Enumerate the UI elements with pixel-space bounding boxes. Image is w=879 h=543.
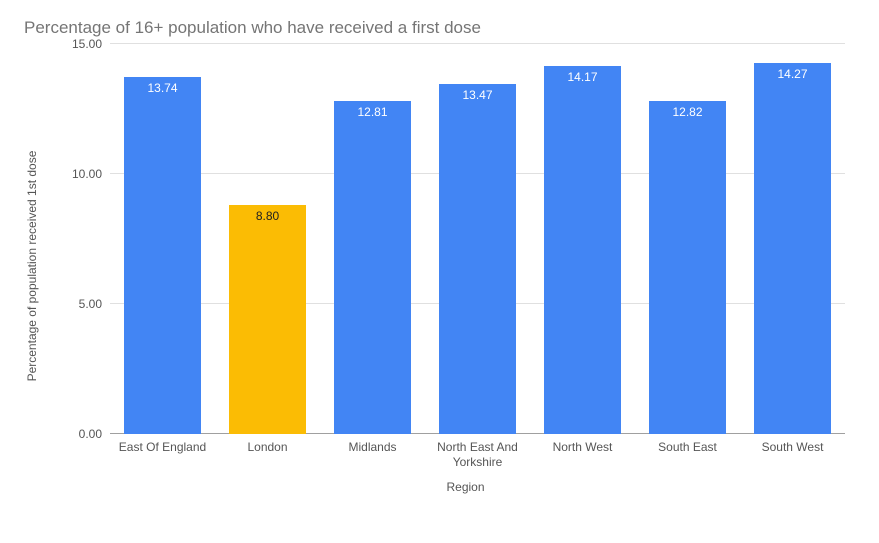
bar-slot: 12.81 — [320, 44, 425, 434]
bar-slot: 13.74 — [110, 44, 215, 434]
chart-container: Percentage of 16+ population who have re… — [0, 0, 879, 543]
y-axis-label: Percentage of population received 1st do… — [25, 151, 39, 382]
bar-south-west: 14.27 — [754, 63, 832, 434]
bar-london: 8.80 — [229, 205, 307, 434]
plot-region: Percentage of population received 1st do… — [76, 44, 845, 474]
bar-midlands: 12.81 — [334, 101, 412, 434]
bar-value-label: 14.27 — [777, 67, 807, 81]
bar-value-label: 8.80 — [256, 209, 279, 223]
bar-slot: 14.17 — [530, 44, 635, 434]
bar-value-label: 13.74 — [147, 81, 177, 95]
bar-value-label: 14.17 — [567, 70, 597, 84]
x-tick-label: North West — [530, 434, 635, 474]
y-tick-label: 0.00 — [79, 427, 110, 441]
x-tick-label: North East And Yorkshire — [425, 434, 530, 474]
x-tick-label: South East — [635, 434, 740, 474]
bar-value-label: 13.47 — [462, 88, 492, 102]
x-axis-label: Region — [76, 480, 855, 494]
bar-slot: 13.47 — [425, 44, 530, 434]
bar-value-label: 12.82 — [672, 105, 702, 119]
bar-slot: 14.27 — [740, 44, 845, 434]
y-tick-label: 5.00 — [79, 297, 110, 311]
x-ticks: East Of England London Midlands North Ea… — [110, 434, 845, 474]
bar-south-east: 12.82 — [649, 101, 727, 434]
bar-north-east-and-yorkshire: 13.47 — [439, 84, 517, 434]
bar-north-west: 14.17 — [544, 66, 622, 434]
x-tick-label: East Of England — [110, 434, 215, 474]
x-tick-label: South West — [740, 434, 845, 474]
bar-slot: 8.80 — [215, 44, 320, 434]
x-tick-label: Midlands — [320, 434, 425, 474]
bar-east-of-england: 13.74 — [124, 77, 202, 434]
chart-title: Percentage of 16+ population who have re… — [24, 18, 855, 38]
x-tick-label: London — [215, 434, 320, 474]
bar-slot: 12.82 — [635, 44, 740, 434]
grid-area: 15.00 10.00 5.00 0.00 13.74 8.80 — [110, 44, 845, 434]
bar-value-label: 12.81 — [357, 105, 387, 119]
bars-group: 13.74 8.80 12.81 13.47 — [110, 44, 845, 434]
y-tick-label: 15.00 — [72, 37, 110, 51]
y-tick-label: 10.00 — [72, 167, 110, 181]
